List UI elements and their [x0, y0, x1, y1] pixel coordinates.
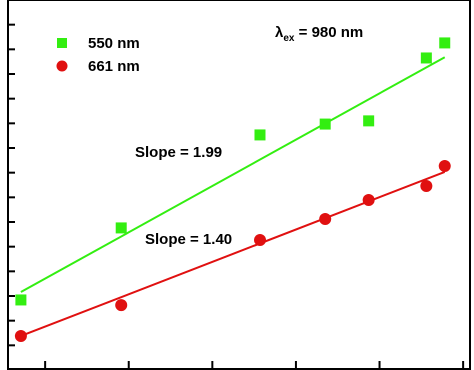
plot-frame [7, 0, 471, 370]
slope-annotation: Slope = 1.40 [145, 231, 232, 248]
fit-line [20, 170, 446, 337]
point [115, 299, 128, 312]
point [319, 213, 332, 226]
legend-marker [57, 38, 67, 48]
point [14, 329, 27, 342]
point [254, 129, 266, 141]
point [438, 160, 451, 173]
point [319, 118, 331, 130]
point [15, 294, 27, 306]
excitation-label: λex = 980 nm [275, 24, 363, 44]
legend-label: 661 nm [88, 58, 140, 75]
legend-label: 550 nm [88, 35, 140, 52]
point [420, 52, 432, 64]
fit-line [20, 56, 446, 293]
subscript: ex [283, 33, 295, 44]
excitation-text: = 980 nm [294, 24, 363, 41]
legend-marker [56, 60, 68, 72]
point [115, 222, 127, 234]
point [362, 194, 375, 207]
point [363, 115, 375, 127]
point [439, 37, 451, 49]
lambda: λ [275, 24, 284, 41]
slope-annotation: Slope = 1.99 [135, 144, 222, 161]
point [253, 234, 266, 247]
point [420, 179, 433, 192]
